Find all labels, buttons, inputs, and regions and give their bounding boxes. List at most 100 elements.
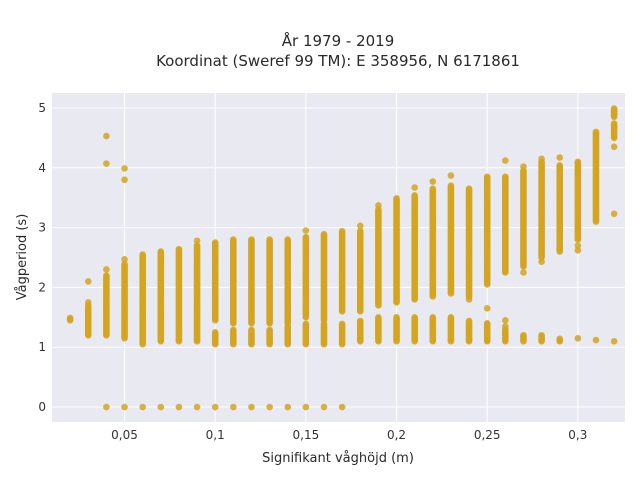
data-point <box>84 278 92 285</box>
data-point <box>356 227 364 235</box>
data-point <box>103 160 110 167</box>
data-point <box>356 317 364 325</box>
data-point <box>556 154 564 161</box>
data-point <box>338 320 346 328</box>
plot-area <box>52 93 625 422</box>
data-point <box>429 178 437 185</box>
y-tick-label: 4 <box>38 161 46 175</box>
data-point <box>520 269 527 276</box>
data-point <box>465 296 473 303</box>
y-tick-label: 0 <box>38 400 46 414</box>
data-point <box>103 272 110 279</box>
data-point <box>84 299 92 306</box>
chart-title-line1: År 1979 - 2019 <box>282 31 395 50</box>
data-point <box>465 317 473 325</box>
data-point <box>175 245 183 253</box>
x-tick-label: 0,2 <box>387 428 406 442</box>
data-point <box>538 331 545 339</box>
data-point <box>502 157 509 164</box>
x-tick-label: 0,25 <box>474 428 501 442</box>
data-point <box>447 314 455 321</box>
data-point <box>483 305 491 312</box>
data-point <box>266 403 273 411</box>
x-tick-label: 0,1 <box>206 428 225 442</box>
x-tick-label: 0,15 <box>293 428 320 442</box>
data-point <box>157 248 165 255</box>
data-point <box>121 176 128 184</box>
data-point <box>284 236 292 243</box>
chart-title-line2: Koordinat (Sweref 99 TM): E 358956, N 61… <box>156 52 520 70</box>
data-point <box>248 236 255 243</box>
data-point <box>411 184 418 191</box>
x-axis-title: Signifikant våghöjd (m) <box>262 451 414 466</box>
data-point <box>284 403 292 411</box>
data-point <box>610 210 618 218</box>
data-point <box>302 320 310 328</box>
data-points <box>66 105 618 411</box>
data-point <box>302 403 310 411</box>
data-point <box>248 403 255 411</box>
y-tick-label: 3 <box>38 221 46 235</box>
data-point <box>592 336 600 344</box>
data-point <box>574 247 582 254</box>
data-point <box>320 230 328 238</box>
data-point <box>320 403 328 411</box>
data-point <box>211 328 219 336</box>
data-point <box>520 163 527 170</box>
data-point <box>520 331 527 339</box>
data-point <box>139 403 146 411</box>
x-tick-label: 0,3 <box>568 428 587 442</box>
data-point <box>592 128 600 136</box>
data-point <box>211 239 219 246</box>
data-point <box>375 314 382 321</box>
data-point <box>211 403 219 411</box>
data-point <box>610 105 618 112</box>
data-point <box>248 326 255 334</box>
y-tick-labels: 0 1 2 3 4 5 <box>38 101 46 414</box>
data-point <box>574 242 582 249</box>
data-point <box>193 403 201 411</box>
data-point <box>610 337 618 345</box>
data-point <box>139 251 146 258</box>
y-tick-label: 1 <box>38 340 46 354</box>
data-point <box>230 326 237 334</box>
x-tick-label: 0,05 <box>111 428 138 442</box>
data-point <box>266 236 273 243</box>
data-point <box>574 158 582 166</box>
data-point <box>556 335 564 343</box>
data-point <box>302 227 310 234</box>
data-point <box>556 162 564 169</box>
data-point <box>338 227 346 235</box>
data-point <box>502 317 509 324</box>
data-point <box>483 320 491 327</box>
data-point <box>447 182 455 190</box>
data-point <box>121 255 128 263</box>
data-point <box>121 165 128 172</box>
y-tick-label: 5 <box>38 101 46 115</box>
data-point <box>538 155 545 163</box>
data-point <box>121 260 128 268</box>
data-point <box>411 191 418 199</box>
data-point <box>230 236 237 243</box>
data-point <box>121 403 128 411</box>
x-tick-labels: 0,05 0,1 0,15 0,2 0,25 0,3 <box>111 428 587 442</box>
data-point <box>375 202 382 209</box>
data-point <box>302 233 310 241</box>
data-point <box>502 173 509 181</box>
data-point <box>193 242 201 249</box>
data-point <box>393 194 400 202</box>
data-point <box>356 222 364 230</box>
data-point <box>175 403 183 411</box>
data-point <box>411 314 418 321</box>
data-point <box>193 237 201 245</box>
data-point <box>338 403 346 411</box>
data-point <box>393 314 400 321</box>
data-point <box>266 326 273 334</box>
data-point <box>538 258 545 265</box>
data-point <box>465 185 473 193</box>
data-point <box>429 185 437 193</box>
data-point <box>103 266 110 273</box>
y-axis-title: Vågperiod (s) <box>15 214 30 301</box>
